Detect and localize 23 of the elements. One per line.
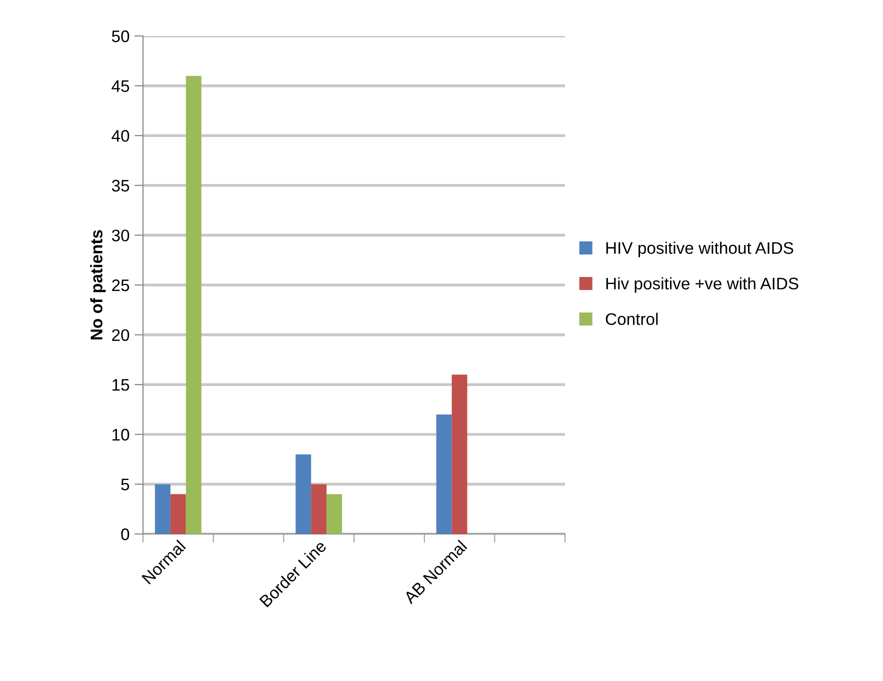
y-tick-label: 50 — [112, 30, 130, 42]
y-tick-label: 45 — [112, 80, 130, 92]
y-tick-label: 35 — [112, 180, 130, 192]
y-tick-label: 0 — [121, 528, 130, 540]
y-tick-label: 5 — [121, 478, 130, 490]
legend-label: Hiv positive +ve with AIDS — [606, 277, 798, 293]
bar — [326, 494, 342, 534]
bar — [186, 76, 202, 534]
bar — [296, 454, 312, 534]
y-tick-label: 25 — [112, 279, 130, 292]
y-tick-label: 40 — [112, 130, 130, 142]
y-tick-label: 20 — [112, 329, 130, 342]
y-tick-label: 10 — [112, 428, 130, 441]
y-tick-label: 30 — [112, 230, 130, 242]
legend-label: HIV positive without AIDS — [606, 242, 794, 258]
bar — [452, 374, 468, 534]
bar — [170, 494, 186, 534]
legend-label: Control — [606, 312, 658, 326]
bar — [311, 484, 327, 534]
y-tick-label: 15 — [112, 379, 130, 391]
y-axis-title: No of patients — [90, 230, 106, 340]
bar — [154, 484, 170, 534]
bar — [436, 414, 452, 534]
